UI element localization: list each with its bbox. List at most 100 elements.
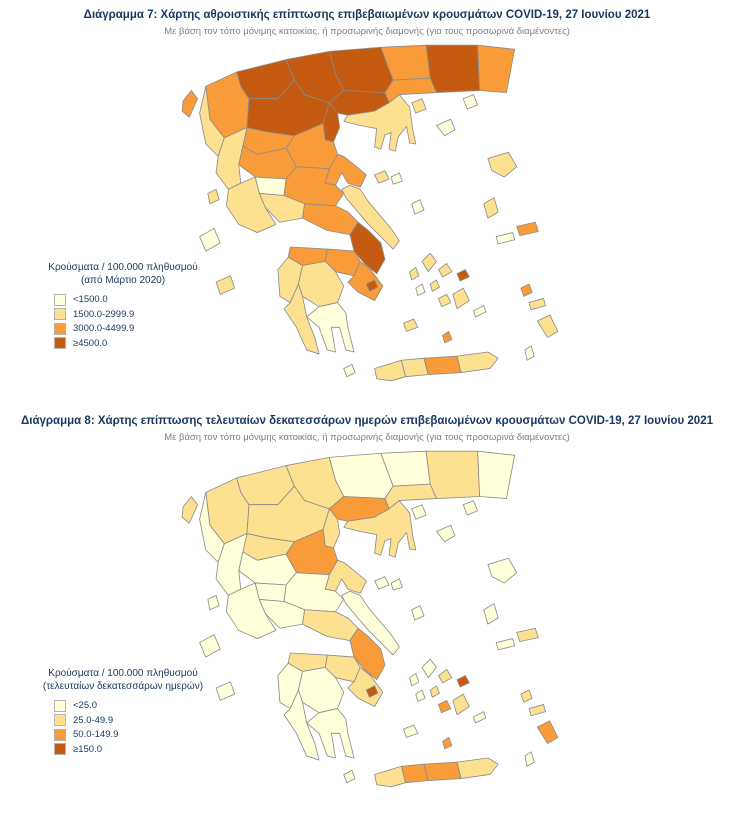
region-kalymnos	[520, 283, 533, 297]
greece-choropleth-cumulative	[181, 44, 559, 382]
legend-item: 3000.0-4499.9	[54, 322, 218, 335]
region-ikaria	[495, 231, 516, 245]
region-kefalonia	[199, 227, 221, 252]
region-paros	[438, 699, 452, 713]
region-lefkada	[207, 594, 220, 610]
region-sporades	[374, 170, 390, 184]
region-santorini	[442, 330, 453, 343]
legend-14day: Κρούσματα / 100.000 πληθυσμού (τελευταίω…	[28, 667, 218, 758]
legend-swatch	[54, 322, 66, 335]
region-samothraki	[462, 499, 479, 516]
legend-label: ≥150.0	[73, 743, 102, 755]
region-lakonia	[306, 707, 355, 759]
region-karpathos	[524, 751, 535, 767]
region-syros	[429, 279, 440, 292]
region-chalkidiki	[343, 93, 417, 152]
region-argolida	[347, 666, 384, 707]
region-zakynthos	[215, 275, 236, 295]
region-aitoloakarnania	[225, 176, 277, 233]
legend-items: <1500.0 1500.0-2999.9 3000.0-4499.9 ≥4500.0	[28, 293, 218, 350]
figure-7-map-area: Κρούσματα / 100.000 πληθυσμού (από Μάρτι…	[0, 39, 734, 391]
legend-item: 25.0-49.9	[54, 714, 218, 727]
region-rhodes	[536, 314, 559, 338]
region-chania	[374, 359, 406, 382]
region-saronic	[365, 685, 379, 698]
region-limnos	[435, 524, 456, 542]
region-kerkyra	[181, 495, 198, 524]
region-messinia	[283, 283, 320, 355]
region-lakonia	[306, 301, 355, 353]
legend-swatch	[54, 714, 66, 727]
legend-swatch	[54, 293, 66, 306]
legend-item: ≥150.0	[54, 743, 218, 756]
region-evrytania	[254, 582, 287, 602]
region-lesvos	[487, 151, 518, 178]
figure-7-subtitle: Με βάση τον τόπο μόνιμης κατοικίας, ή πρ…	[164, 25, 570, 37]
region-attica	[349, 627, 386, 680]
region-kythira	[343, 769, 356, 783]
region-kea	[409, 266, 420, 281]
legend-title: Κρούσματα / 100.000 πληθυσμού	[48, 261, 198, 273]
region-ikaria	[495, 637, 516, 651]
legend-swatch	[54, 699, 66, 712]
region-kythnos	[415, 689, 426, 702]
region-rhodes	[536, 720, 559, 744]
region-kavala	[384, 77, 437, 104]
legend-label: <1500.0	[73, 294, 108, 306]
region-tinos	[438, 668, 453, 684]
region-saronic	[365, 279, 379, 292]
region-kythira	[343, 363, 356, 377]
region-chalkidiki	[343, 499, 417, 558]
figure-8: Διάγραμμα 8: Χάρτης επίπτωσης τελευταίων…	[0, 406, 734, 812]
region-kea	[409, 672, 420, 687]
region-lasithi	[456, 351, 499, 373]
region-zakynthos	[215, 681, 236, 701]
region-lefkada	[207, 188, 220, 204]
region-paros	[438, 293, 452, 307]
region-kos	[528, 297, 546, 310]
region-chios	[483, 602, 499, 625]
region-thasos	[411, 98, 427, 114]
region-viotia	[302, 609, 359, 641]
region-milos	[403, 318, 419, 332]
region-rethymno	[400, 763, 429, 783]
legend-label: ≥4500.0	[73, 337, 108, 349]
legend-label: 3000.0-4499.9	[73, 323, 135, 335]
legend-swatch	[54, 728, 66, 741]
region-chania	[374, 765, 406, 788]
region-amorgos	[473, 305, 487, 318]
region-kalymnos	[520, 689, 533, 703]
legend-label: 1500.0-2999.9	[73, 308, 135, 320]
region-lesvos	[487, 557, 518, 584]
legend-cumulative: Κρούσματα / 100.000 πληθυσμού (από Μάρτι…	[28, 261, 218, 352]
legend-items: <25.0 25.0-49.9 50.0-149.9 ≥150.0	[28, 699, 218, 756]
region-milos	[403, 724, 419, 738]
region-evros	[477, 44, 516, 93]
region-limnos	[435, 118, 456, 136]
figure-8-subtitle: Με βάση τον τόπο μόνιμης κατοικίας, ή πρ…	[164, 431, 570, 443]
region-evros	[477, 450, 516, 499]
region-andros	[421, 252, 437, 272]
legend-qualifier: (τελευταίων δεκατεσσάρων ημερών)	[42, 680, 204, 692]
figure-8-title: Διάγραμμα 8: Χάρτης επίπτωσης τελευταίων…	[20, 415, 713, 427]
legend-item: <25.0	[54, 699, 218, 712]
region-kythnos	[415, 283, 426, 296]
region-xanthi_rodopi	[425, 450, 481, 499]
region-preveza_arta	[215, 532, 248, 596]
region-xanthi_rodopi	[425, 44, 481, 93]
figure-8-map-area: Κρούσματα / 100.000 πληθυσμού (τελευταίω…	[0, 445, 734, 797]
region-skyros	[411, 605, 425, 621]
region-andros	[421, 658, 437, 678]
legend-item: 50.0-149.9	[54, 728, 218, 741]
legend-label: 50.0-149.9	[73, 729, 119, 741]
region-amorgos	[473, 711, 487, 724]
legend-label: 25.0-49.9	[73, 714, 114, 726]
region-kerkyra	[181, 89, 198, 118]
region-rethymno	[400, 357, 429, 377]
region-karpathos	[524, 345, 535, 361]
legend-item: <1500.0	[54, 293, 218, 306]
legend-swatch	[54, 743, 66, 756]
figure-7: Διάγραμμα 7: Χάρτης αθροιστικής επίπτωση…	[0, 0, 734, 406]
legend-item: 1500.0-2999.9	[54, 308, 218, 321]
